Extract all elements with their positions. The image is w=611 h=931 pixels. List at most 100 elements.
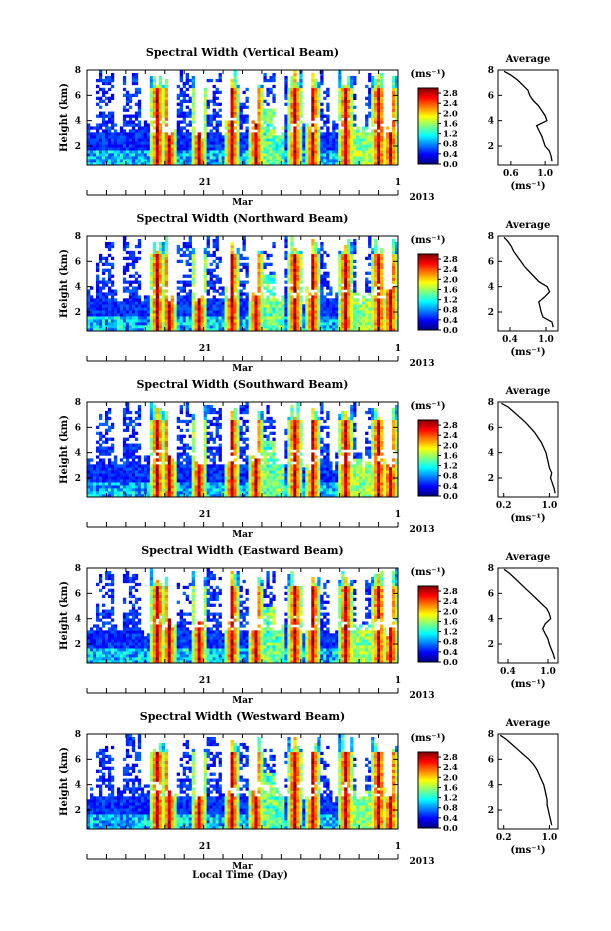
heat-cell xyxy=(242,156,246,160)
colorbar-tick-label: 2.8 xyxy=(443,89,458,99)
heat-cell xyxy=(317,108,321,112)
heat-cell xyxy=(380,319,384,323)
heat-cell xyxy=(323,319,327,323)
heat-cell xyxy=(251,120,255,124)
heat-cell xyxy=(356,322,360,326)
heat-cell xyxy=(155,431,160,435)
heat-cell xyxy=(164,135,169,139)
heat-cell xyxy=(119,458,124,462)
heat-cell xyxy=(386,144,390,148)
heat-cell xyxy=(203,301,207,305)
heat-cell xyxy=(392,316,396,320)
heat-cell xyxy=(389,162,393,166)
heat-cell xyxy=(185,310,189,314)
heat-cell xyxy=(257,319,261,323)
heat-cell xyxy=(191,313,195,317)
heat-cell xyxy=(386,310,390,314)
heat-cell xyxy=(227,132,231,136)
heat-cell xyxy=(281,150,285,154)
heat-cell xyxy=(179,488,183,492)
heat-cell xyxy=(239,283,243,287)
heat-cell xyxy=(87,307,91,311)
heat-cell xyxy=(155,286,160,290)
heat-cell xyxy=(176,298,180,302)
heat-cell xyxy=(185,81,189,86)
heat-cell xyxy=(365,162,369,166)
heat-cell xyxy=(371,325,375,329)
heat-cell xyxy=(338,108,342,112)
heat-cell xyxy=(155,90,160,95)
heat-cell xyxy=(281,144,285,148)
heat-cell xyxy=(239,159,243,163)
heat-cell xyxy=(134,102,139,106)
heat-cell xyxy=(242,319,246,323)
heat-cell xyxy=(104,446,109,450)
heat-cell xyxy=(155,153,160,157)
heat-cell xyxy=(137,319,142,323)
heat-cell xyxy=(248,319,252,323)
heat-cell xyxy=(158,286,163,290)
heat-cell xyxy=(218,310,222,314)
heat-cell xyxy=(245,129,249,133)
heat-cell xyxy=(185,253,189,258)
heat-cell xyxy=(125,316,130,320)
heat-cell xyxy=(395,81,399,86)
heat-cell xyxy=(395,108,399,112)
heat-cell xyxy=(149,295,154,299)
heat-cell xyxy=(110,72,115,77)
heat-cell xyxy=(143,470,148,474)
heat-cell xyxy=(254,159,258,163)
heat-cell xyxy=(347,102,351,106)
heat-cell xyxy=(302,141,306,145)
heat-cell xyxy=(314,274,318,278)
heat-cell xyxy=(251,162,255,166)
heat-cell xyxy=(233,114,237,118)
heat-cell xyxy=(269,117,273,121)
heat-cell xyxy=(338,286,342,290)
heat-cell xyxy=(392,250,396,255)
heat-cell xyxy=(266,78,270,83)
heat-cell xyxy=(161,485,166,489)
heat-cell xyxy=(233,268,237,272)
heat-cell xyxy=(380,87,384,92)
heat-cell xyxy=(101,473,106,477)
heat-cell xyxy=(131,129,136,133)
heat-cell xyxy=(173,491,178,495)
heat-cell xyxy=(191,111,195,115)
heat-cell xyxy=(206,117,210,121)
heat-cell xyxy=(215,301,219,305)
heat-cell xyxy=(131,488,136,492)
heat-cell xyxy=(308,307,312,311)
heat-cell xyxy=(341,114,345,118)
heat-cell xyxy=(176,491,180,495)
heat-cell xyxy=(98,452,103,456)
heat-cell xyxy=(131,313,136,317)
heat-cell xyxy=(254,162,258,166)
heat-cell xyxy=(203,153,207,157)
heat-cell xyxy=(338,256,342,261)
heat-cell xyxy=(116,491,121,495)
heat-cell xyxy=(293,90,297,95)
heat-cell xyxy=(311,90,315,95)
heat-cell xyxy=(233,135,237,139)
heat-cell xyxy=(260,96,264,100)
heat-cell xyxy=(182,301,186,305)
heat-cell xyxy=(101,153,106,157)
heat-cell xyxy=(332,307,336,311)
heat-cell xyxy=(278,162,282,166)
heat-cell xyxy=(317,307,321,311)
heat-cell xyxy=(143,304,148,308)
heat-cell xyxy=(284,301,288,305)
heat-cell xyxy=(281,304,285,308)
heat-cell xyxy=(260,114,264,118)
heat-cell xyxy=(371,105,375,109)
heat-cell xyxy=(230,271,234,275)
heat-cell xyxy=(179,304,183,308)
heat-cell xyxy=(137,286,142,290)
heat-cell xyxy=(122,428,127,432)
heat-cell xyxy=(155,135,160,139)
heat-cell xyxy=(140,159,145,163)
heat-cell xyxy=(383,313,387,317)
heat-cell xyxy=(191,99,195,103)
heat-cell xyxy=(347,135,351,139)
